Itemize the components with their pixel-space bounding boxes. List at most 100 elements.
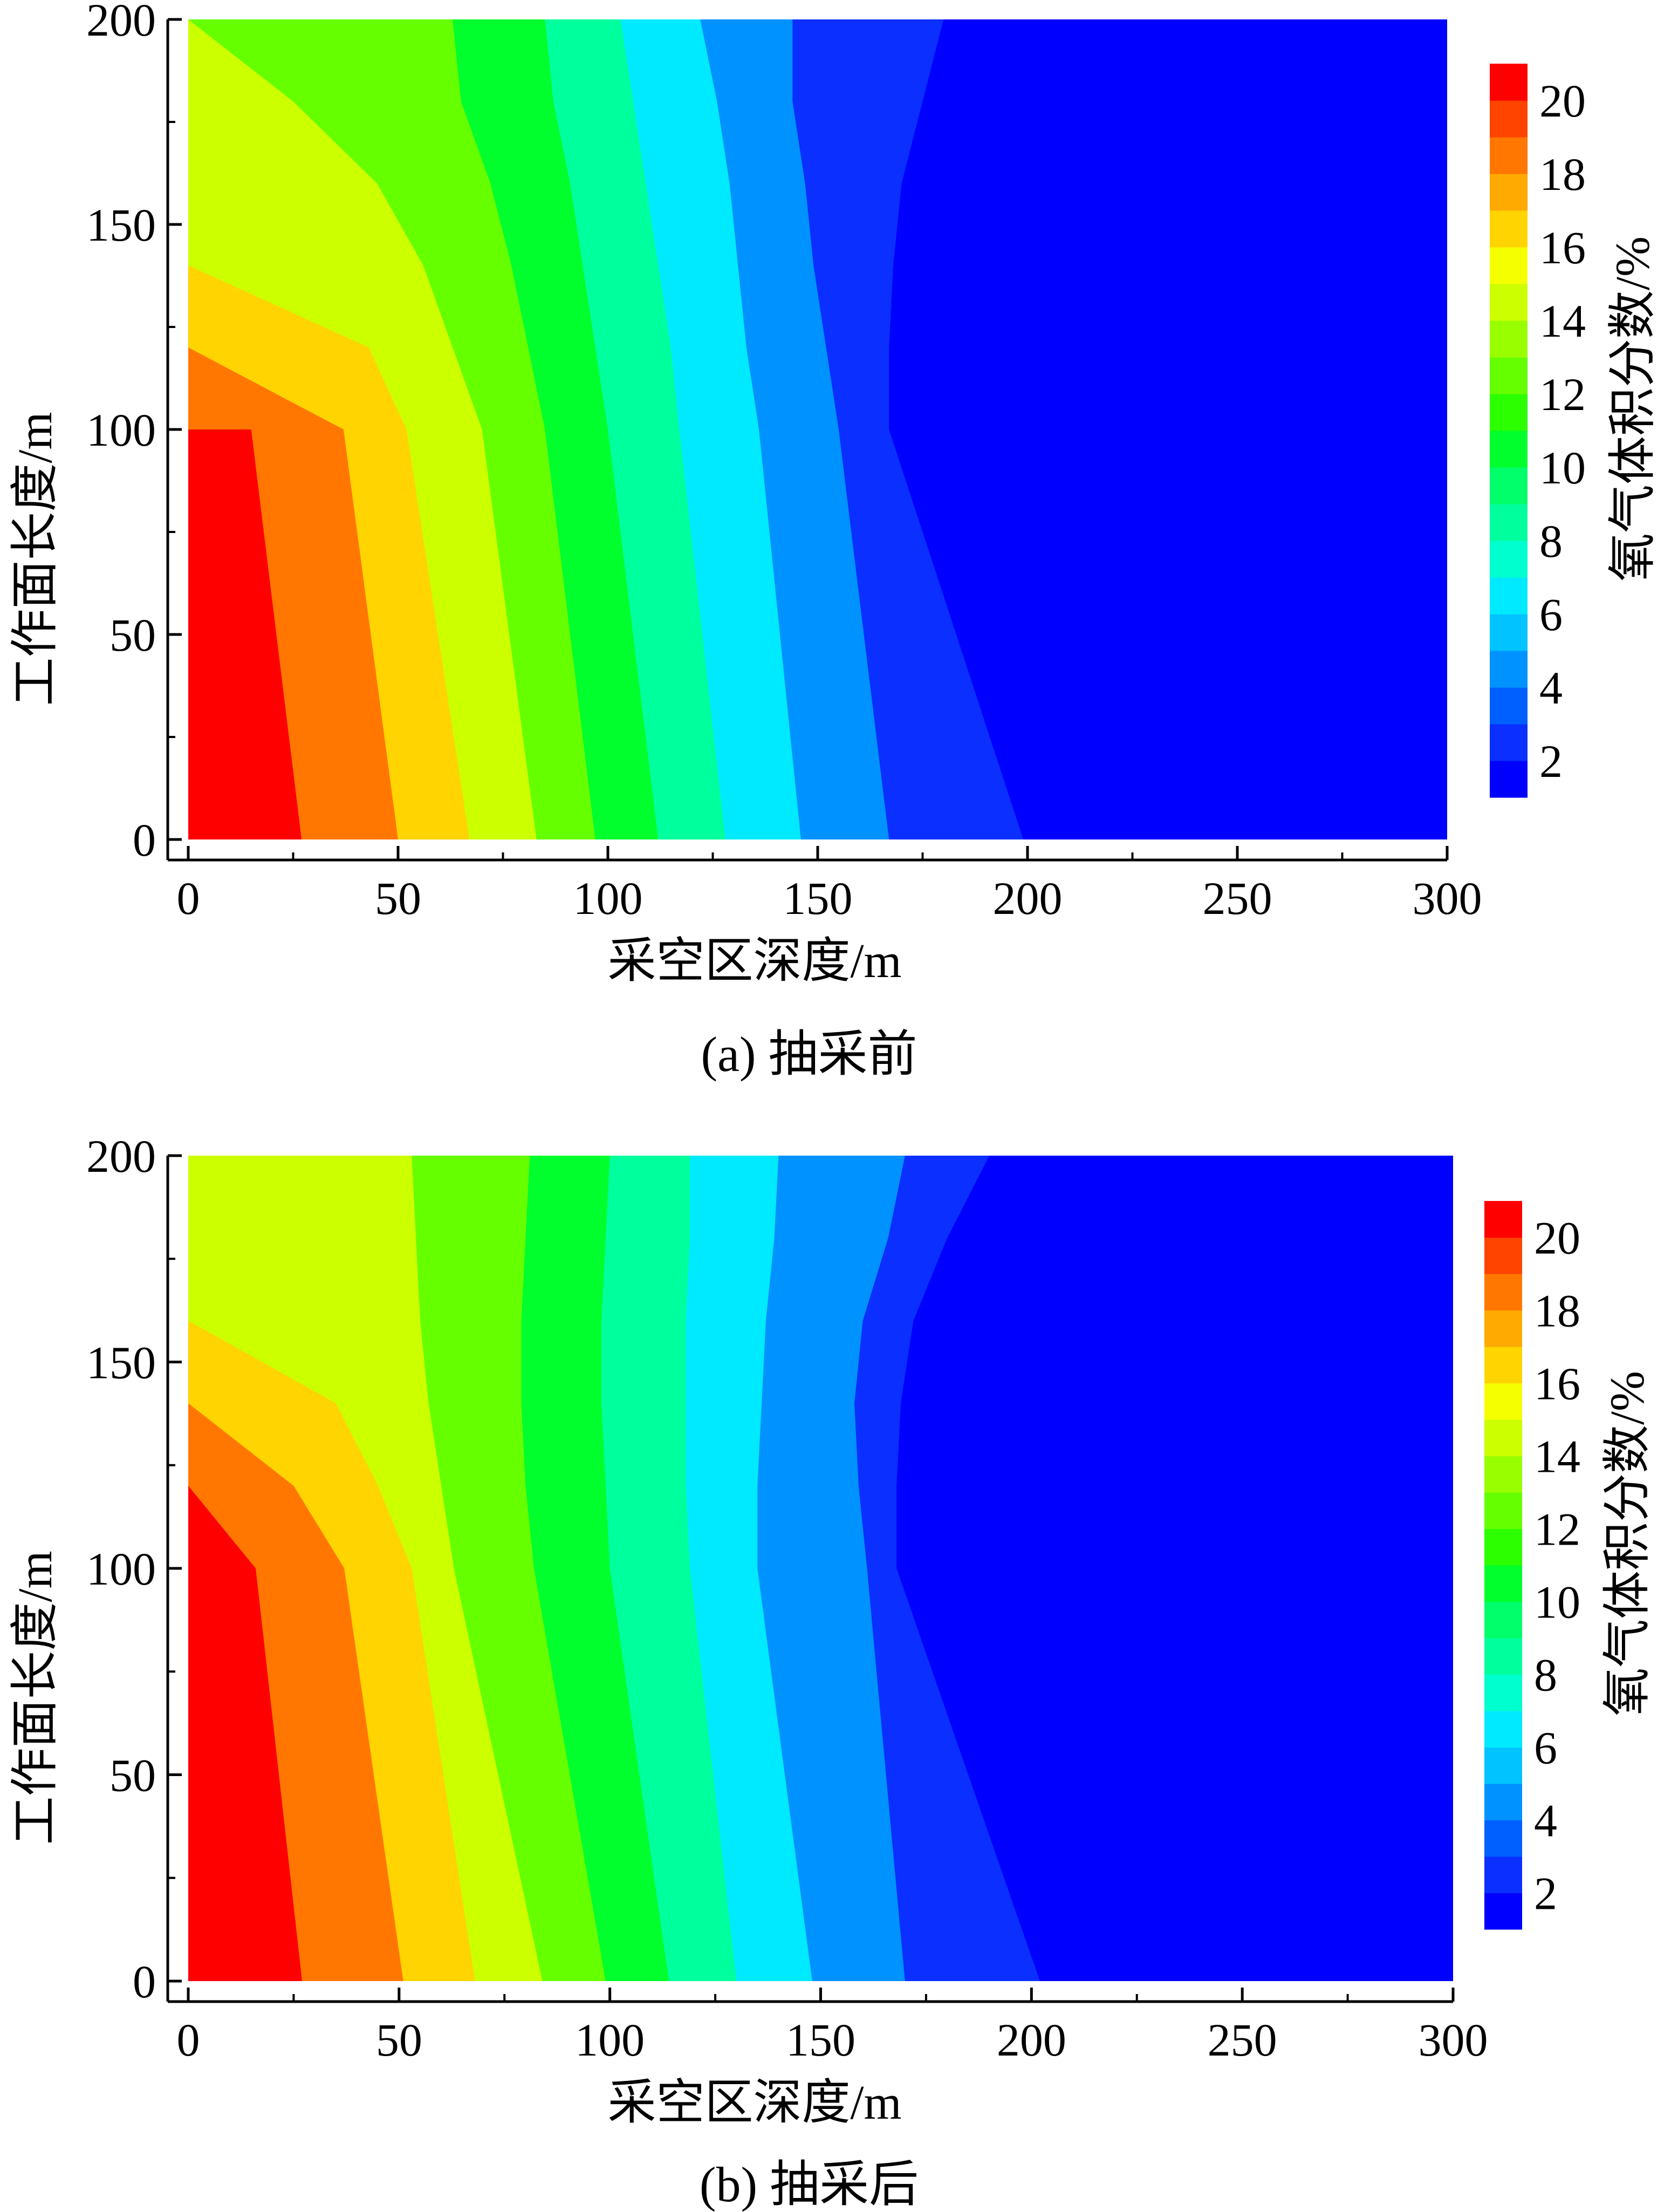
x-tick-label: 0 [177, 872, 200, 924]
contour-area [188, 19, 1447, 839]
x-tick-label: 0 [177, 2014, 200, 2066]
x-axis-label: 采空区深度/m [607, 934, 901, 988]
x-tick-label: 150 [783, 872, 853, 924]
colorbar-tick-label: 12 [1539, 368, 1586, 420]
x-tick-label: 250 [1208, 2014, 1277, 2066]
colorbar-band [1490, 541, 1528, 578]
x-tick-label: 50 [376, 2014, 422, 2066]
y-tick-label: 200 [86, 0, 156, 46]
colorbar-label: 氧气体积分数/% [1601, 1371, 1654, 1716]
colorbar-label: 氧气体积分数/% [1606, 236, 1660, 582]
colorbar-band [1484, 1528, 1522, 1566]
colorbar-band [1484, 1601, 1522, 1638]
colorbar-band [1490, 651, 1528, 688]
y-axis-label: 工作面长度/m [9, 412, 62, 706]
colorbar-band [1490, 467, 1528, 504]
y-tick-label: 100 [86, 404, 156, 456]
colorbar-band [1484, 1747, 1522, 1784]
contour-region-level-20 [188, 429, 302, 839]
colorbar-band [1484, 1893, 1522, 1930]
colorbar: 2 4 6 8 10 12 14 16 18 20 氧气体积分数/% [1484, 1201, 1654, 1930]
y-tick-label: 150 [86, 199, 156, 251]
y-tick-label: 0 [133, 1956, 156, 2008]
colorbar-tick-label: 16 [1534, 1358, 1580, 1410]
panel-caption: (a) 抽采前 [701, 1027, 917, 1082]
colorbar-tick-label: 4 [1539, 662, 1563, 714]
colorbar-band [1490, 137, 1528, 174]
colorbar-tick-label: 14 [1539, 295, 1586, 347]
x-tick-label: 200 [993, 872, 1063, 924]
x-tick-label: 100 [573, 872, 643, 924]
x-tick-label: 50 [375, 872, 421, 924]
colorbar: 2 4 6 8 10 12 14 16 18 20 氧气体积分数/% [1490, 64, 1660, 798]
colorbar-tick-label: 6 [1539, 589, 1563, 640]
y-tick-label: 0 [133, 814, 156, 866]
colorbar-band [1484, 1347, 1522, 1384]
colorbar-band [1484, 1419, 1522, 1457]
colorbar-band [1490, 431, 1528, 468]
y-axis-label: 工作面长度/m [9, 1551, 62, 1845]
colorbar-band [1484, 1820, 1522, 1857]
colorbar-tick-label: 20 [1539, 75, 1586, 127]
colorbar-band [1484, 1638, 1522, 1675]
x-tick-label: 100 [575, 2014, 645, 2066]
colorbar-tick-label: 4 [1534, 1795, 1557, 1847]
y-tick-label: 200 [86, 1130, 156, 1182]
x-tick-label: 150 [786, 2014, 855, 2066]
colorbar-band [1490, 761, 1528, 798]
colorbar-band [1490, 687, 1528, 725]
panel-b: 0 50 100 150 200 250 300 0 50 100 150 200 采空区深度/m 工作面… [9, 1130, 1654, 2212]
colorbar-band [1490, 64, 1528, 101]
colorbar-band [1484, 1383, 1522, 1420]
x-axis-label: 采空区深度/m [607, 2076, 901, 2129]
y-tick-label: 50 [109, 1750, 156, 1801]
colorbar-band [1484, 1456, 1522, 1493]
colorbar-band [1490, 174, 1528, 211]
contour-region-level-20 [188, 1486, 303, 1981]
colorbar-band [1490, 577, 1528, 615]
colorbar-tick-label: 18 [1539, 148, 1586, 200]
x-tick-label: 300 [1413, 872, 1482, 924]
colorbar-band [1490, 247, 1528, 284]
contour-area [188, 1156, 1453, 1981]
colorbar-tick-label: 14 [1534, 1431, 1580, 1483]
y-tick-label: 100 [86, 1543, 156, 1595]
colorbar-band [1490, 357, 1528, 394]
colorbar-band [1490, 724, 1528, 761]
colorbar-tick-label: 8 [1539, 515, 1563, 567]
colorbar-band [1484, 1711, 1522, 1748]
axes: 0 50 100 150 200 250 300 0 50 100 150 200 [86, 1130, 1488, 2066]
colorbar-tick-label: 6 [1534, 1722, 1557, 1774]
colorbar-band [1484, 1856, 1522, 1894]
colorbar-tick-label: 16 [1539, 222, 1586, 274]
colorbar-band [1484, 1784, 1522, 1821]
colorbar-tick-label: 10 [1534, 1576, 1580, 1628]
colorbar-tick-label: 12 [1534, 1504, 1580, 1555]
colorbar-tick-label: 2 [1539, 735, 1563, 787]
panel-caption: (b) 抽采后 [700, 2157, 919, 2212]
colorbar-tick-label: 18 [1534, 1285, 1580, 1337]
colorbar-band [1490, 394, 1528, 431]
y-tick-label: 150 [86, 1337, 156, 1389]
colorbar-band [1490, 504, 1528, 541]
colorbar-band [1490, 284, 1528, 321]
colorbar-band [1484, 1274, 1522, 1311]
colorbar-band [1490, 320, 1528, 358]
colorbar-band [1490, 100, 1528, 138]
x-tick-label: 200 [997, 2014, 1066, 2066]
x-tick-label: 250 [1203, 872, 1272, 924]
colorbar-band [1484, 1674, 1522, 1711]
colorbar-band [1484, 1310, 1522, 1347]
axes: 0 50 100 150 200 250 300 0 50 100 150 200 [86, 0, 1482, 924]
colorbar-band [1484, 1201, 1522, 1238]
colorbar-band [1490, 614, 1528, 651]
colorbar-band [1484, 1565, 1522, 1602]
colorbar-tick-label: 2 [1534, 1868, 1557, 1920]
colorbar-band [1484, 1237, 1522, 1274]
colorbar-tick-label: 8 [1534, 1649, 1557, 1701]
colorbar-tick-label: 10 [1539, 442, 1586, 494]
y-tick-label: 50 [109, 609, 156, 661]
x-tick-label: 300 [1419, 2014, 1488, 2066]
colorbar-band [1484, 1492, 1522, 1530]
